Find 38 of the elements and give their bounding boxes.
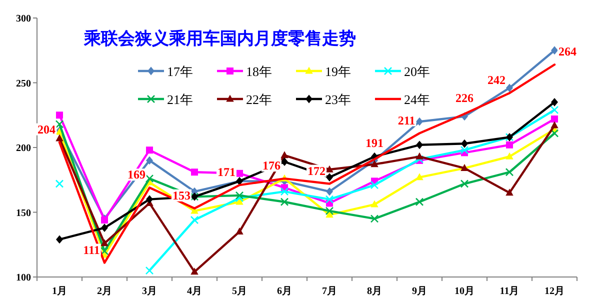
data-label: 204 bbox=[38, 122, 56, 136]
legend-label: 21年 bbox=[167, 92, 193, 107]
data-label: 169 bbox=[128, 168, 146, 182]
x-tick-label: 2月 bbox=[97, 286, 112, 297]
legend-label: 24年 bbox=[404, 92, 430, 107]
data-label: 211 bbox=[398, 113, 416, 128]
data-label: 264 bbox=[558, 44, 576, 59]
x-tick-label: 8月 bbox=[367, 286, 382, 297]
legend-label: 18年 bbox=[246, 64, 272, 79]
y-tick-label: 250 bbox=[16, 78, 31, 90]
legend-label: 20年 bbox=[404, 64, 430, 79]
data-label: 242 bbox=[488, 73, 506, 88]
data-label: 226 bbox=[456, 90, 474, 105]
text: 乘联会狭义乘用车国内月度零售走势 bbox=[83, 29, 356, 49]
data-label: 176 bbox=[262, 158, 280, 173]
data-label: 153 bbox=[172, 188, 190, 202]
x-tick-label: 5月 bbox=[232, 286, 247, 297]
y-tick-label: 200 bbox=[16, 143, 31, 154]
x-tick-label: 3月 bbox=[142, 286, 157, 297]
legend-label: 17年 bbox=[167, 64, 193, 79]
data-label: 171 bbox=[218, 165, 236, 180]
x-tick-label: 11月 bbox=[500, 286, 520, 297]
x-tick-label: 4月 bbox=[187, 286, 202, 297]
x-tick-label: 12月 bbox=[544, 286, 564, 297]
data-label: 172 bbox=[308, 164, 326, 178]
x-tick-label: 9月 bbox=[412, 286, 427, 297]
x-tick-label: 7月 bbox=[322, 286, 337, 297]
x-tick-label: 6月 bbox=[277, 286, 292, 297]
y-tick-label: 150 bbox=[16, 208, 31, 219]
x-tick-label: 1月 bbox=[52, 286, 67, 297]
y-tick-label: 100 bbox=[16, 272, 31, 284]
data-label: 191 bbox=[366, 136, 384, 150]
x-tick-label: 10月 bbox=[454, 286, 474, 297]
data-label: 111 bbox=[83, 242, 100, 257]
legend-label: 19年 bbox=[325, 64, 351, 79]
y-tick-label: 300 bbox=[16, 14, 31, 24]
legend-label: 22年 bbox=[246, 92, 272, 107]
legend-label: 23年 bbox=[325, 92, 351, 107]
